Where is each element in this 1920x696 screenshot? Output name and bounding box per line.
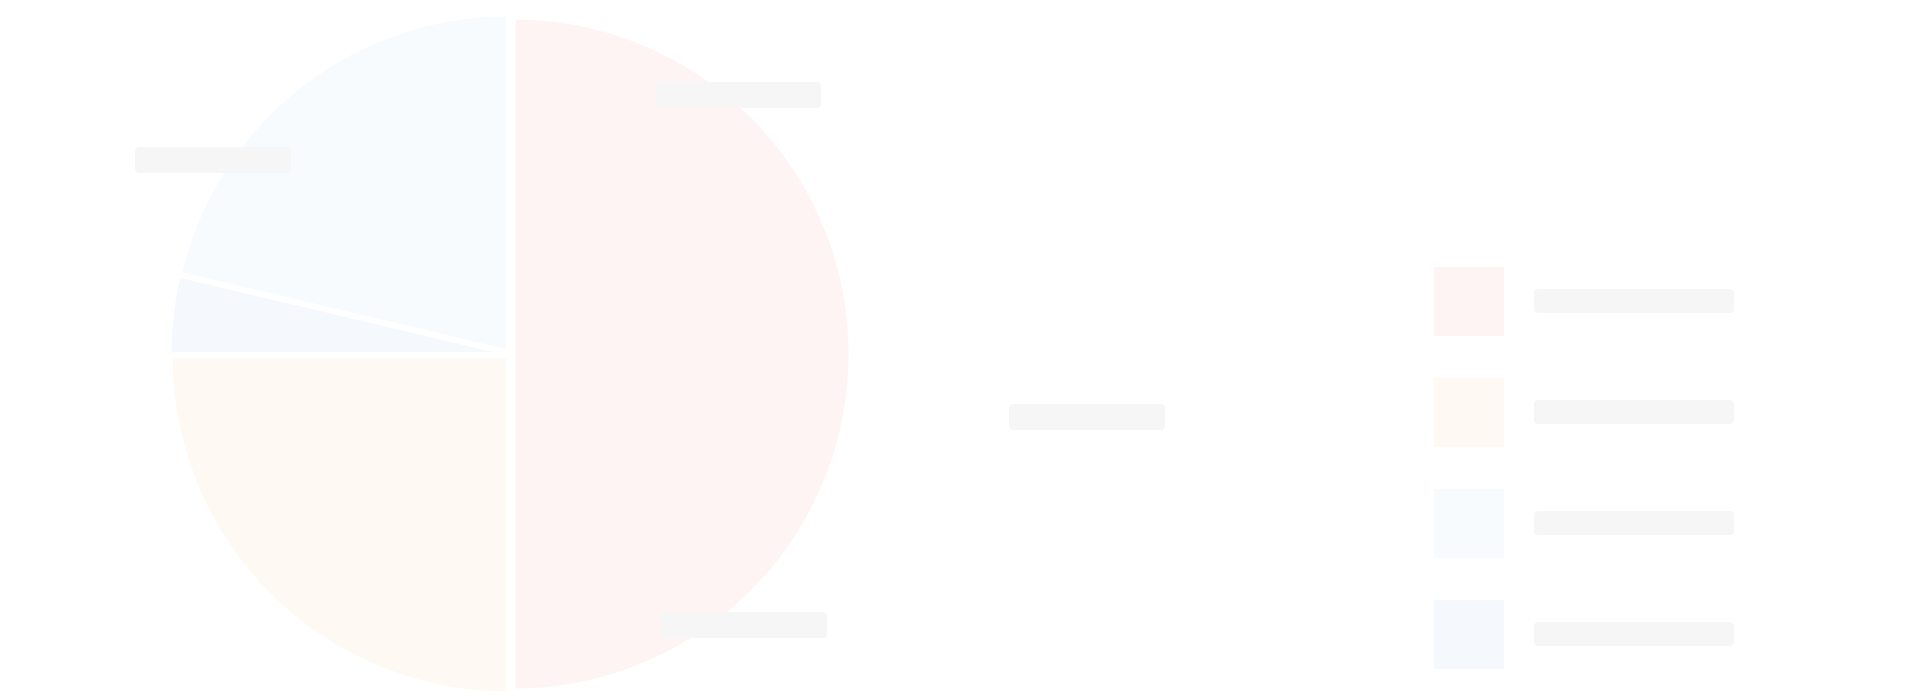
slice-label-placeholder bbox=[661, 612, 827, 638]
pie-slice bbox=[178, 13, 510, 353]
legend-swatch bbox=[1434, 267, 1504, 336]
slice-label-placeholder bbox=[1009, 404, 1165, 430]
legend-label-placeholder bbox=[1534, 511, 1734, 535]
pie-slice bbox=[169, 355, 509, 695]
pie-slices bbox=[168, 13, 852, 695]
legend-label-placeholder bbox=[1534, 400, 1734, 424]
pie-slice bbox=[512, 16, 852, 692]
legend-label-placeholder bbox=[1534, 289, 1734, 313]
slice-label-placeholders bbox=[135, 82, 1165, 638]
slice-label-placeholder bbox=[135, 147, 291, 173]
legend-swatch bbox=[1434, 489, 1504, 558]
slice-label-placeholder bbox=[655, 82, 821, 108]
pie-slice bbox=[168, 274, 507, 356]
legend-swatch bbox=[1434, 378, 1504, 447]
legend bbox=[1434, 267, 1734, 669]
legend-swatch bbox=[1434, 600, 1504, 669]
legend-label-placeholder bbox=[1534, 622, 1734, 646]
